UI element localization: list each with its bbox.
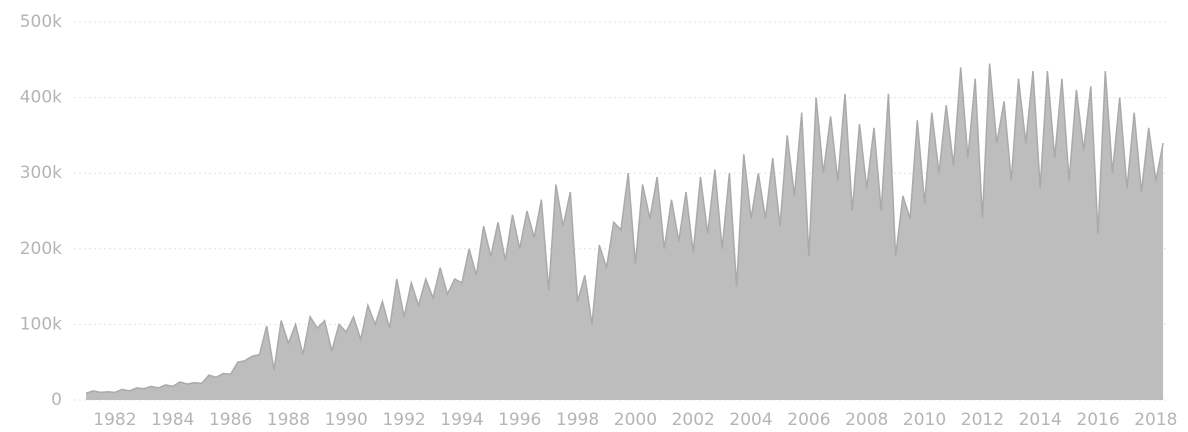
x-tick-label: 1994 <box>440 410 483 430</box>
x-tick-label: 1998 <box>556 410 599 430</box>
y-tick-label: 0 <box>51 390 62 410</box>
y-tick-label: 500k <box>20 12 62 32</box>
x-tick-label: 2012 <box>961 410 1004 430</box>
x-tick-label: 1984 <box>151 410 194 430</box>
x-tick-label: 1996 <box>498 410 541 430</box>
x-tick-label: 2008 <box>845 410 888 430</box>
x-tick-label: 1990 <box>325 410 368 430</box>
x-tick-label: 1986 <box>209 410 252 430</box>
x-tick-label: 2006 <box>787 410 830 430</box>
x-tick-label: 1988 <box>267 410 310 430</box>
y-tick-label: 400k <box>20 88 62 108</box>
y-tick-label: 100k <box>20 314 62 334</box>
x-tick-label: 1982 <box>93 410 136 430</box>
x-tick-label: 2002 <box>672 410 715 430</box>
x-tick-label: 2016 <box>1076 410 1119 430</box>
y-tick-label: 300k <box>20 163 62 183</box>
y-tick-label: 200k <box>20 239 62 259</box>
x-tick-label: 2000 <box>614 410 657 430</box>
x-tick-label: 2018 <box>1134 410 1177 430</box>
x-tick-label: 1992 <box>382 410 425 430</box>
x-tick-label: 2010 <box>903 410 946 430</box>
x-tick-label: 2014 <box>1019 410 1062 430</box>
area <box>86 63 1164 400</box>
x-tick-label: 2004 <box>729 410 772 430</box>
area-line <box>85 63 1164 394</box>
